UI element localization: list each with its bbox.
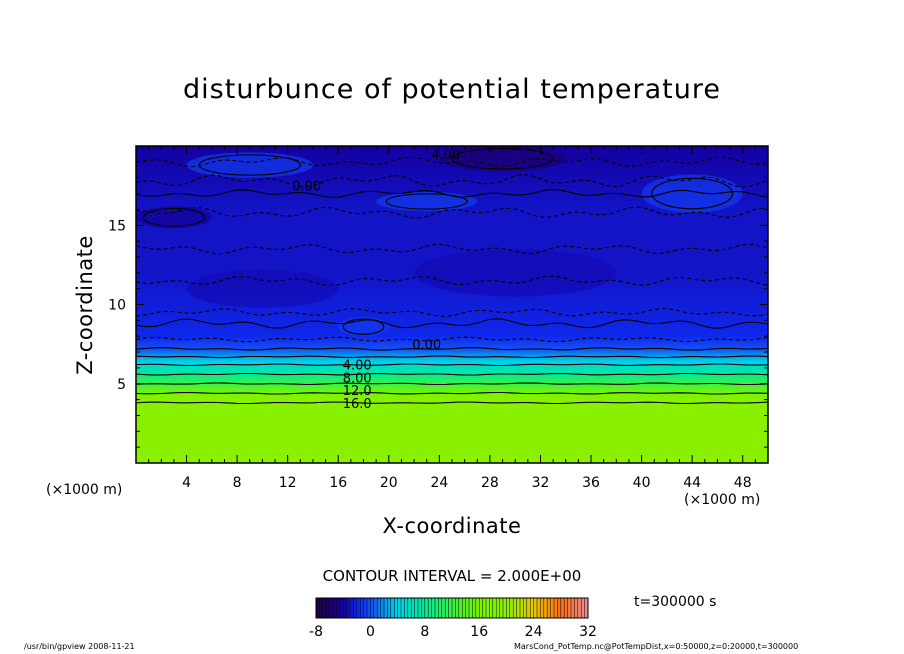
contour-loop	[651, 177, 734, 210]
contour-label: 12.0	[343, 384, 372, 399]
field-patch	[186, 152, 313, 178]
y-tick-label: 5	[117, 377, 126, 393]
time-label: t=300000 s	[634, 594, 717, 610]
x-tick-label: 36	[582, 475, 600, 491]
colorbar: -8 0 8 16 24 32	[309, 597, 597, 640]
contour-line	[136, 347, 768, 351]
colorbar-tick-label: 0	[366, 624, 375, 640]
colorbar-tick-label: -8	[309, 624, 323, 640]
contour-line	[136, 355, 768, 359]
contour-field	[136, 146, 768, 463]
y-tick-label: 10	[108, 298, 126, 314]
x-tick-label: 44	[683, 475, 701, 491]
contour-line	[136, 372, 768, 376]
x-tick-label: 16	[329, 475, 347, 491]
field-patch	[414, 249, 617, 297]
contour-line	[136, 391, 768, 395]
contour-label: 0.00	[412, 338, 441, 353]
contour-interval-label: CONTOUR INTERVAL = 2.000E+00	[322, 567, 582, 585]
x-tick-label: 4	[182, 475, 191, 491]
contour-label: 8.00	[343, 371, 372, 386]
contour-line	[136, 382, 768, 386]
contour-line	[136, 308, 768, 317]
field-patch	[136, 206, 212, 229]
x-unit-label-right: (×1000 m)	[684, 492, 761, 508]
field-patch	[439, 146, 566, 172]
contour-line	[136, 363, 768, 367]
contour-label: 4.00	[431, 148, 460, 163]
contour-loop	[143, 207, 205, 227]
field-patch	[186, 269, 339, 308]
x-tick-label: 48	[734, 475, 752, 491]
contour-lines	[136, 147, 768, 405]
colorbar-tick-label: 16	[470, 624, 488, 640]
contour-loop	[385, 193, 468, 210]
contour-loop	[342, 318, 385, 335]
x-tick-label: 32	[532, 475, 550, 491]
contour-line	[136, 318, 768, 329]
chart-title: disturbunce of potential temperature	[183, 74, 721, 105]
contour-line	[136, 206, 768, 219]
contour-label: 4.00	[343, 359, 372, 374]
x-tick-label: 12	[279, 475, 297, 491]
x-tick-label: 28	[481, 475, 499, 491]
x-axis-label: X-coordinate	[382, 514, 522, 538]
x-tick-label: 24	[430, 475, 448, 491]
contour-label: 0.00	[292, 180, 321, 195]
colorbar-tick-label: 24	[525, 624, 543, 640]
field-patch	[376, 191, 478, 211]
x-unit-label-left: (×1000 m)	[46, 482, 123, 498]
contour-line	[136, 336, 768, 343]
contour-loop	[198, 154, 301, 176]
x-tick-label: 20	[380, 475, 398, 491]
contour-line	[136, 401, 768, 405]
y-tick-label: 15	[108, 218, 126, 234]
colorbar-tick-label: 32	[579, 624, 597, 640]
field-patch	[641, 174, 743, 213]
contour-label: 16.0	[343, 397, 372, 412]
x-tick-label: 40	[633, 475, 651, 491]
contour-line	[136, 174, 768, 188]
contour-line	[136, 243, 768, 255]
colorbar-tick-label: 8	[420, 624, 429, 640]
x-tick-label: 8	[233, 475, 242, 491]
contour-line	[136, 156, 768, 168]
footer-right: MarsCond_PotTemp.nc@PotTempDist,x=0:5000…	[514, 642, 799, 651]
footer-left: /usr/bin/gpview 2008-11-21	[24, 642, 135, 651]
contour-line	[136, 275, 768, 287]
